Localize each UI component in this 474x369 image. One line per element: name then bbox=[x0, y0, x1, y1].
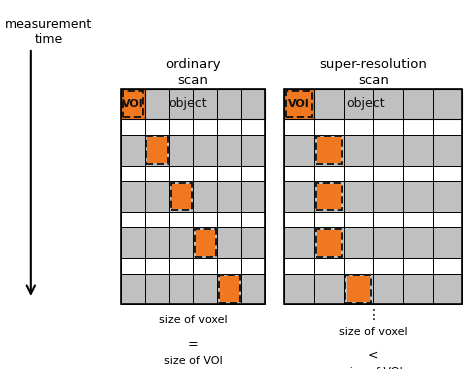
Bar bbox=[121, 212, 265, 227]
Text: object: object bbox=[168, 97, 207, 110]
Text: <: < bbox=[368, 349, 379, 362]
Bar bbox=[284, 212, 462, 227]
Bar bbox=[317, 137, 341, 163]
Bar bbox=[284, 258, 462, 273]
Bar bbox=[121, 166, 265, 181]
Text: size of VOI: size of VOI bbox=[164, 356, 222, 366]
Bar bbox=[284, 135, 462, 166]
Bar bbox=[316, 137, 342, 164]
Text: size of voxel: size of voxel bbox=[339, 327, 408, 337]
Bar bbox=[195, 229, 216, 256]
Bar bbox=[196, 230, 215, 256]
Bar bbox=[219, 275, 240, 303]
Bar bbox=[284, 227, 462, 258]
Bar bbox=[123, 91, 143, 117]
Bar bbox=[317, 183, 341, 210]
Text: size of VOI: size of VOI bbox=[344, 367, 402, 369]
Bar bbox=[146, 137, 168, 164]
Bar bbox=[121, 273, 265, 304]
Bar bbox=[286, 91, 312, 117]
Bar bbox=[172, 183, 191, 210]
Bar bbox=[284, 166, 462, 181]
Bar bbox=[121, 89, 145, 120]
Bar bbox=[121, 120, 265, 135]
Bar bbox=[346, 276, 370, 302]
Bar bbox=[284, 89, 314, 120]
Text: measurement
time: measurement time bbox=[5, 18, 92, 46]
Text: =: = bbox=[188, 338, 199, 351]
Bar bbox=[171, 183, 191, 210]
Bar bbox=[317, 230, 341, 256]
Bar bbox=[284, 273, 462, 304]
Bar bbox=[284, 181, 462, 212]
Text: object: object bbox=[346, 97, 385, 110]
Bar bbox=[284, 120, 462, 135]
Bar bbox=[284, 89, 462, 304]
Bar bbox=[121, 89, 265, 304]
Bar bbox=[121, 258, 265, 273]
Bar bbox=[121, 181, 265, 212]
Bar bbox=[121, 227, 265, 258]
Bar bbox=[121, 135, 265, 166]
Bar bbox=[145, 89, 265, 120]
Bar bbox=[147, 137, 167, 163]
Bar bbox=[219, 276, 239, 302]
Text: super-resolution
scan: super-resolution scan bbox=[319, 58, 427, 87]
Bar bbox=[314, 89, 462, 120]
Text: VOI: VOI bbox=[122, 99, 144, 109]
Text: VOI: VOI bbox=[288, 99, 310, 109]
Bar bbox=[316, 183, 342, 210]
Bar bbox=[316, 229, 342, 256]
Text: size of voxel: size of voxel bbox=[159, 315, 228, 325]
Text: ordinary
scan: ordinary scan bbox=[165, 58, 221, 87]
Text: ⋮: ⋮ bbox=[366, 308, 380, 322]
Bar bbox=[346, 275, 372, 303]
